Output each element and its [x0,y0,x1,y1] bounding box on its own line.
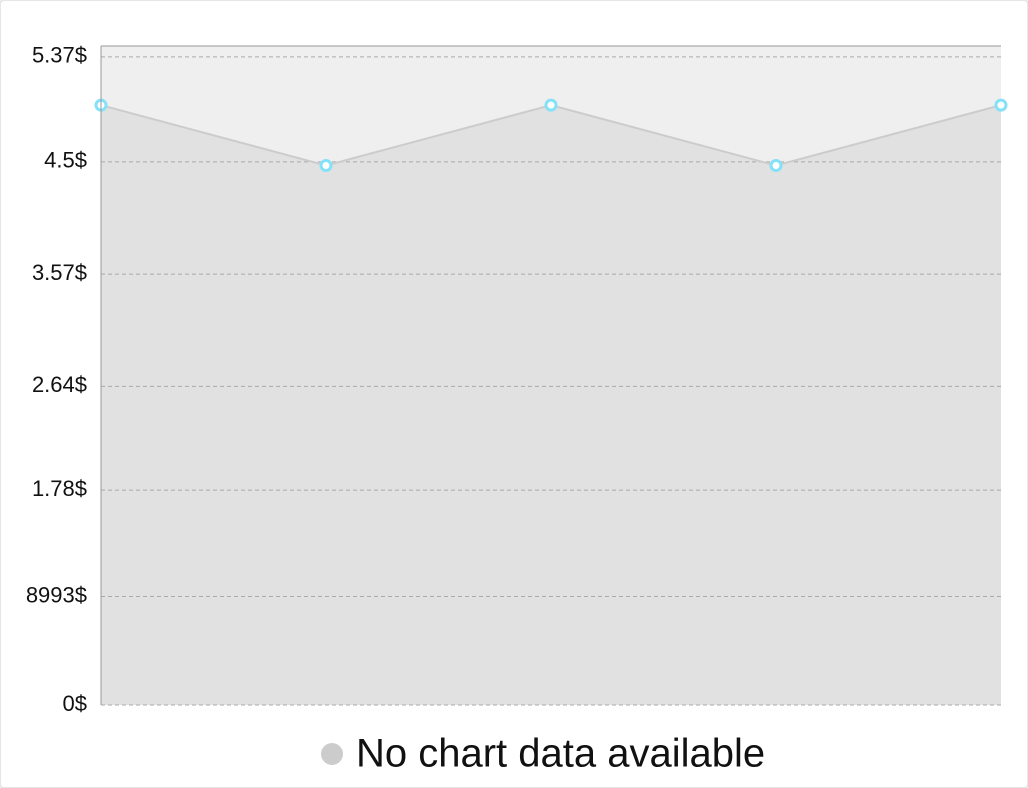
y-tick-label: 1.78$ [32,476,87,501]
data-point [769,158,783,172]
y-tick-label: 4.5$ [44,148,87,173]
y-tick-label: 3.57$ [32,260,87,285]
data-point [994,98,1008,112]
y-tick-label: 5.37$ [32,43,87,68]
data-point [319,158,333,172]
y-tick-label: 8993$ [26,582,87,607]
y-tick-label: 2.64$ [32,372,87,397]
y-tick-label: 0$ [63,691,87,716]
plot-background [101,46,1001,705]
legend-marker [321,743,343,765]
data-point [544,98,558,112]
area-fill [101,105,1001,705]
legend-label: No chart data available [356,732,765,776]
